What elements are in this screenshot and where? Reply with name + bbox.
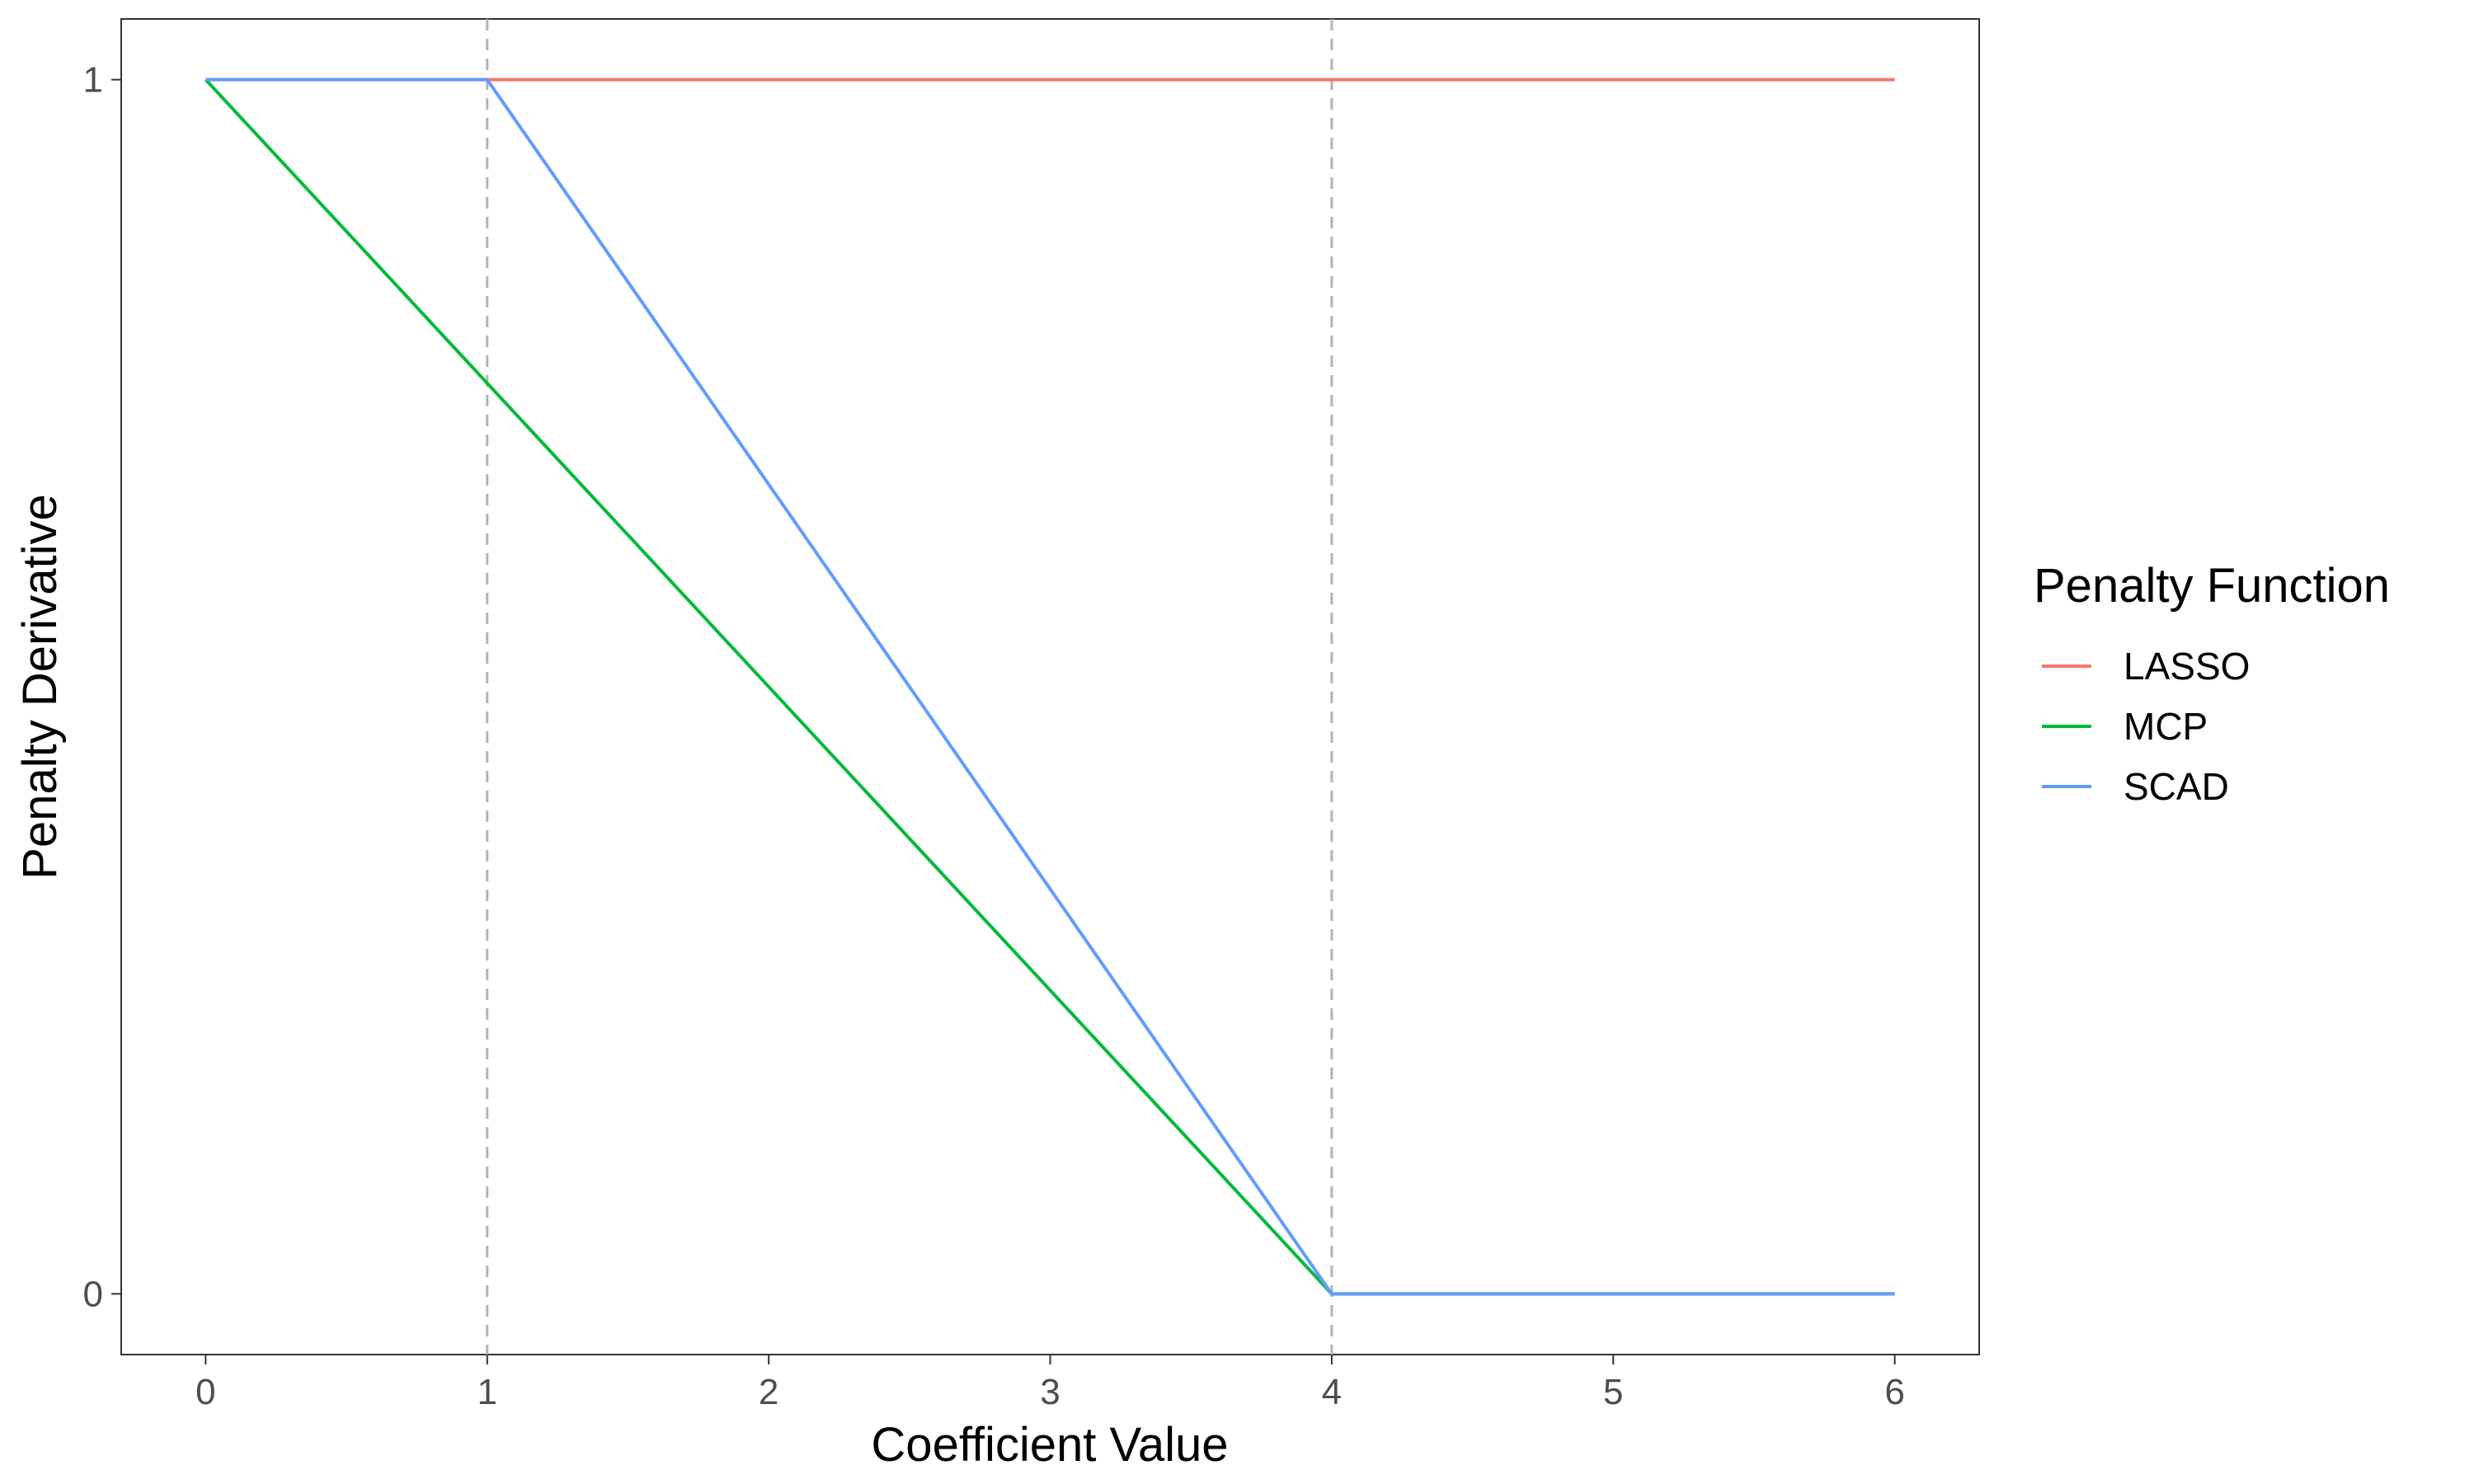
y-axis: 01 [83,60,121,1314]
legend-items: LASSO MCP SCAD [2042,645,2250,808]
y-tick-label: 1 [83,60,103,101]
reference-lines [486,19,1333,1355]
x-tick-label: 1 [477,1372,497,1412]
x-tick-label: 2 [759,1372,778,1412]
series-line-scad [205,77,1895,1296]
y-tick-label: 0 [83,1274,103,1314]
x-tick-label: 4 [1322,1372,1342,1412]
legend-label-mcp: MCP [2124,705,2208,748]
x-axis-title: Coefficient Value [871,1418,1228,1472]
x-axis: 0 1 2 3 4 5 6 [195,1355,1905,1412]
legend-label-scad: SCAD [2124,765,2229,808]
x-tick-label: 0 [195,1372,215,1412]
x-tick-label: 5 [1603,1372,1623,1412]
y-axis-title: Penalty Derivative [13,494,67,879]
x-tick-label: 6 [1884,1372,1904,1412]
series-lines [204,77,1895,1296]
x-tick-label: 3 [1040,1372,1060,1412]
legend-title: Penalty Function [2034,559,2390,613]
legend-label-lasso: LASSO [2124,645,2250,688]
legend: Penalty Function LASSO MCP SCAD [2034,559,2390,808]
plot-panel [120,18,1980,1355]
